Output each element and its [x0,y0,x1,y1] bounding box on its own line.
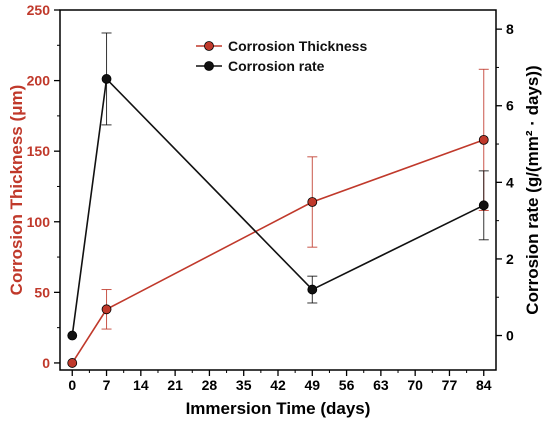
y-right-tick-label: 6 [506,98,514,114]
y-right-tick-label: 2 [506,251,514,267]
x-tick-label: 28 [202,377,218,393]
legend-item-rate: Corrosion rate [196,58,325,74]
x-tick-label: 21 [167,377,183,393]
y-left-tick-label: 200 [27,73,51,89]
x-tick-label: 35 [236,377,252,393]
x-tick-label: 49 [305,377,321,393]
series-thickness [67,68,489,368]
x-tick-label: 0 [68,377,76,393]
y-right-tick-label: 4 [506,174,514,190]
axes-layer: 0 7 14 21 28 35 42 49 56 63 70 77 840501001502002500… [27,2,514,393]
x-tick-label: 63 [373,377,389,393]
x-tick-label: 70 [407,377,423,393]
y-left-tick-label: 250 [27,2,51,18]
data-point [67,358,78,368]
legend-label: Corrosion rate [228,58,325,74]
legend-label: Corrosion Thickness [228,38,367,54]
x-tick-label: 7 [103,377,111,393]
series-line [71,139,485,364]
x-tick-label: 14 [133,377,149,393]
x-tick-label: 42 [270,377,286,393]
y-axis-right-title: Corrosion rate (g/(mm² · days)) [523,65,542,314]
data-point [307,197,318,207]
y-left-tick-label: 50 [34,284,50,300]
data-point [101,74,112,84]
y-right-tick-label: 0 [506,328,514,344]
series-layer [67,32,489,368]
data-point [307,284,318,295]
data-point [478,200,489,211]
legend-item-thickness: Corrosion Thickness [196,38,367,54]
legend-marker [204,41,214,51]
x-axis-title: Immersion Time (days) [186,399,371,418]
data-point [101,304,112,315]
y-axis-left-title: Corrosion Thickness (μm) [7,85,26,296]
legend: Corrosion Thickness Corrosion rate [196,38,367,74]
x-tick-label: 84 [476,377,492,393]
x-tick-label: 56 [339,377,355,393]
y-left-tick-label: 150 [27,143,51,159]
y-left-tick-label: 0 [42,355,50,371]
data-point [67,330,78,341]
legend-marker [204,61,214,71]
y-left-tick-label: 100 [27,214,51,230]
series-line [71,77,485,336]
y-right-tick-label: 8 [506,21,514,37]
x-tick-label: 77 [442,377,458,393]
series-rate [67,32,489,341]
data-point [478,134,489,145]
